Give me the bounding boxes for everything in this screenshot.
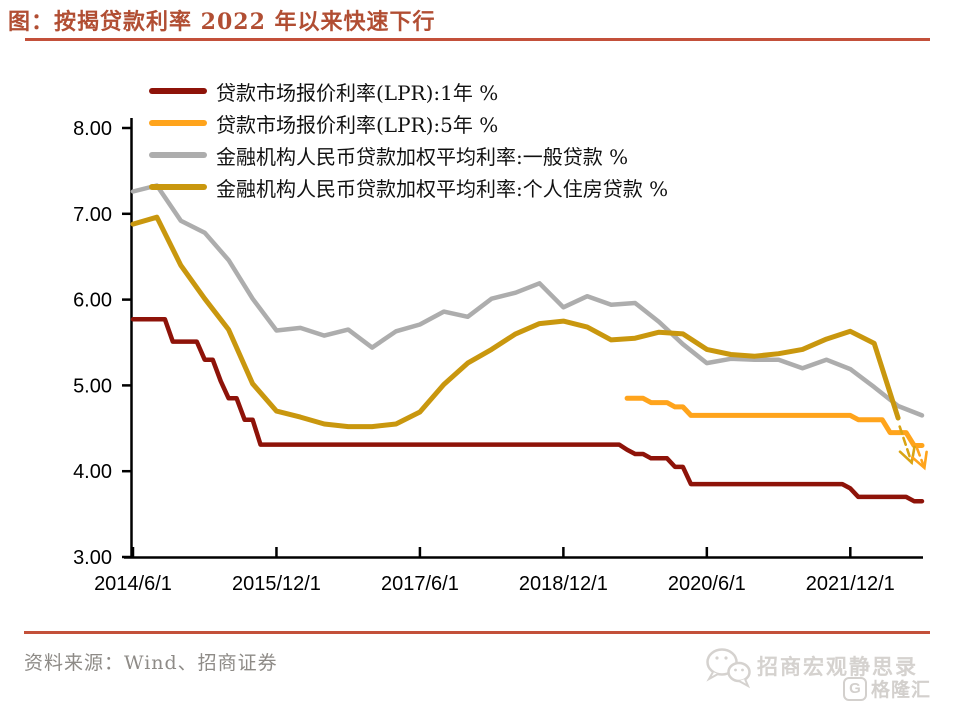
source-note: 资料来源：Wind、招商证券 [24,652,278,674]
x-axis-tick-label: 2015/12/1 [232,573,321,595]
legend-swatch-housing-loan [149,184,207,190]
legend-swatch-general-loan [149,152,207,158]
page-title: 图：按揭贷款利率 2022 年以来快速下行 [8,9,436,35]
trend-arrow-shaft [915,447,926,470]
chart-legend: 贷款市场报价利率(LPR):1年 % 贷款市场报价利率(LPR):5年 % 金融… [149,75,668,203]
trend-arrow-head [911,450,928,471]
footer-divider [24,631,930,634]
x-axis-tick-label: 2021/12/1 [806,573,895,595]
title-underline [25,38,930,41]
y-axis-tick-label: 3.00 [73,547,112,569]
wechat-icon [702,645,754,691]
legend-label: 贷款市场报价利率(LPR):5年 % [216,112,499,137]
x-axis-tick-label: 2018/12/1 [519,573,608,595]
legend-label: 金融机构人民币贷款加权平均利率:一般贷款 % [216,144,629,169]
legend-item: 贷款市场报价利率(LPR):1年 % [149,75,668,107]
gelonghui-watermark: G 格隆汇 [843,675,931,702]
x-axis-tick-label: 2020/6/1 [668,573,746,595]
x-axis-tick-label: 2017/6/1 [381,573,459,595]
series-line-lpr-1y [130,317,925,504]
y-axis-tick-label: 6.00 [73,290,112,312]
watermark-text: 招商宏观静思录 [757,654,918,679]
trend-arrow-shaft [898,425,913,464]
trend-arrow-head [898,445,916,466]
legend-item: 金融机构人民币贷款加权平均利率:个人住房贷款 % [149,171,668,203]
legend-label: 金融机构人民币贷款加权平均利率:个人住房贷款 % [216,176,669,201]
legend-label: 贷款市场报价利率(LPR):1年 % [216,80,499,105]
series-line-general-loan [130,183,925,418]
y-axis-tick-label: 7.00 [73,204,112,226]
gelonghui-label: 格隆汇 [871,679,932,701]
legend-item: 金融机构人民币贷款加权平均利率:一般贷款 % [149,139,668,171]
legend-swatch-lpr-1y [149,88,207,94]
series-line-lpr-5y [624,395,925,448]
y-axis-tick-label: 4.00 [73,461,112,483]
series-line-housing-loan [130,214,901,430]
y-axis-tick-label: 5.00 [73,375,112,397]
x-axis-tick-label: 2014/6/1 [94,573,172,595]
legend-item: 贷款市场报价利率(LPR):5年 % [149,107,668,139]
legend-swatch-lpr-5y [149,120,207,126]
y-axis-tick-label: 8.00 [73,118,112,140]
gelonghui-logo-icon: G [843,676,867,701]
